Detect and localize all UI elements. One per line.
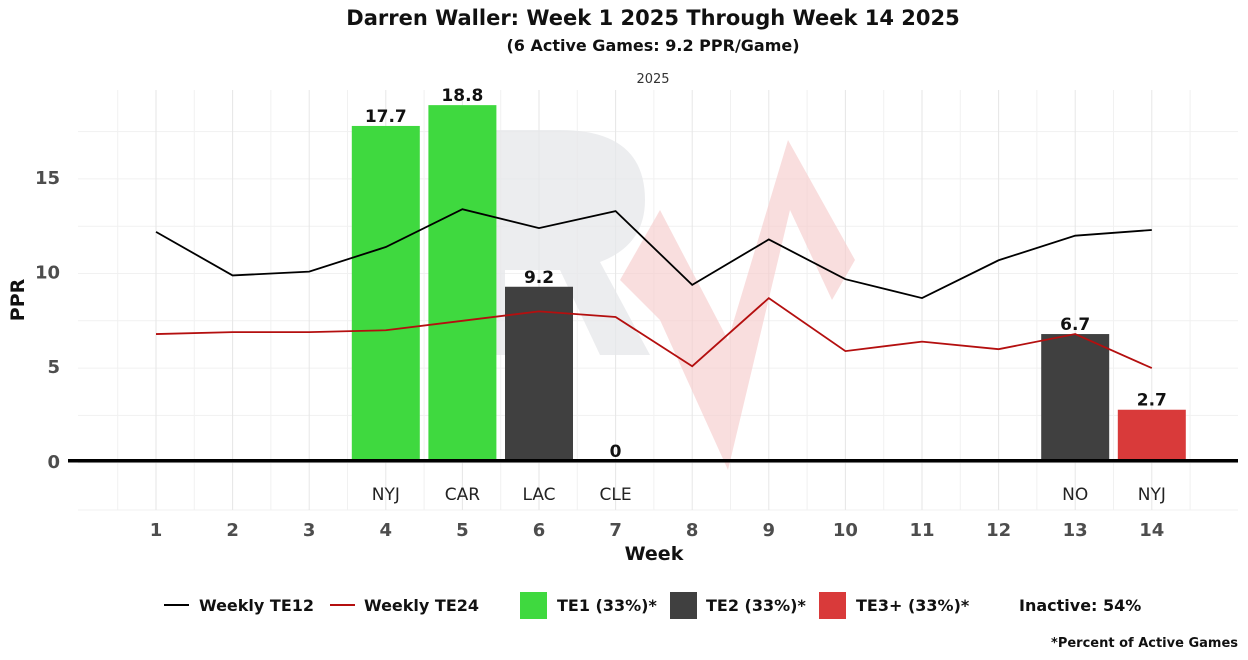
bar-label-week-14: 2.7 (1137, 391, 1167, 411)
x-tick-label: 8 (686, 520, 699, 541)
series-line-te24 (155, 296, 1153, 369)
y-axis-title: PPR (7, 278, 29, 321)
opponent-label-week-14: NYJ (1138, 485, 1166, 505)
opponent-label-week-13: NO (1062, 485, 1088, 505)
opponent-label-week-7: CLE (600, 485, 632, 505)
bar-labels: 17.7 18.8 9.2 0 6.7 2.7 (365, 86, 1167, 462)
y-tick-label: 15 (35, 168, 60, 189)
legend-te2-label: TE2 (33%)* (706, 596, 806, 615)
legend-te3-label: TE3+ (33%)* (856, 596, 970, 615)
footnote: *Percent of Active Games (1051, 636, 1238, 651)
legend-te1-label: TE1 (33%)* (557, 596, 657, 615)
y-tick-label: 10 (35, 263, 60, 284)
x-tick-label: 11 (909, 520, 934, 541)
bar-label-week-13: 6.7 (1060, 315, 1090, 335)
bar-label-week-6: 9.2 (524, 268, 554, 288)
bar-label-week-4: 17.7 (365, 107, 407, 127)
x-tick-label: 2 (226, 520, 239, 541)
series-line-te12 (155, 208, 1152, 300)
x-tick-label: 10 (833, 520, 858, 541)
legend-inactive: Inactive: 54% (1019, 596, 1141, 615)
legend: Weekly TE12 Weekly TE24 TE1 (33%)* TE2 (… (164, 592, 1141, 619)
legend-te24-label: Weekly TE24 (364, 596, 479, 615)
bar-label-week-5: 18.8 (441, 86, 483, 106)
y-tick-label: 0 (47, 452, 60, 473)
opponent-label-week-6: LAC (522, 485, 555, 505)
opponent-label-week-5: CAR (445, 485, 480, 505)
x-axis-ticks: 1 2 3 4 5 6 7 8 9 10 11 12 13 14 (150, 520, 1165, 541)
x-tick-label: 13 (1063, 520, 1088, 541)
chart-title: Darren Waller: Week 1 2025 Through Week … (346, 6, 959, 30)
opponent-label-week-4: NYJ (372, 485, 400, 505)
bar-week-6 (505, 286, 573, 461)
x-tick-label: 6 (533, 520, 546, 541)
legend-te1-swatch (520, 592, 547, 619)
legend-te2-swatch (670, 592, 697, 619)
opponent-labels: NYJ CAR LAC CLE NO NYJ (372, 485, 1166, 505)
bars (351, 105, 1186, 461)
x-axis-title: Week (625, 543, 684, 565)
legend-te3-swatch (819, 592, 846, 619)
bar-week-13 (1041, 334, 1110, 461)
x-tick-label: 1 (150, 520, 163, 541)
x-tick-label: 9 (763, 520, 776, 541)
bar-week-14 (1117, 409, 1186, 461)
watermark (455, 130, 855, 470)
x-tick-label: 7 (609, 520, 622, 541)
x-tick-label: 5 (456, 520, 469, 541)
lines (155, 208, 1153, 369)
y-axis-ticks: 0 5 10 15 (35, 168, 60, 473)
y-tick-label: 5 (47, 357, 60, 378)
bar-label-week-7: 0 (610, 442, 622, 462)
facet-label: 2025 (636, 72, 669, 87)
x-tick-label: 12 (986, 520, 1011, 541)
bar-week-5 (428, 105, 497, 461)
bar-week-4 (351, 125, 420, 461)
x-tick-label: 14 (1139, 520, 1164, 541)
x-tick-label: 3 (303, 520, 316, 541)
chart-subtitle: (6 Active Games: 9.2 PPR/Game) (506, 36, 799, 55)
legend-te12-label: Weekly TE12 (199, 596, 314, 615)
x-tick-label: 4 (380, 520, 393, 541)
